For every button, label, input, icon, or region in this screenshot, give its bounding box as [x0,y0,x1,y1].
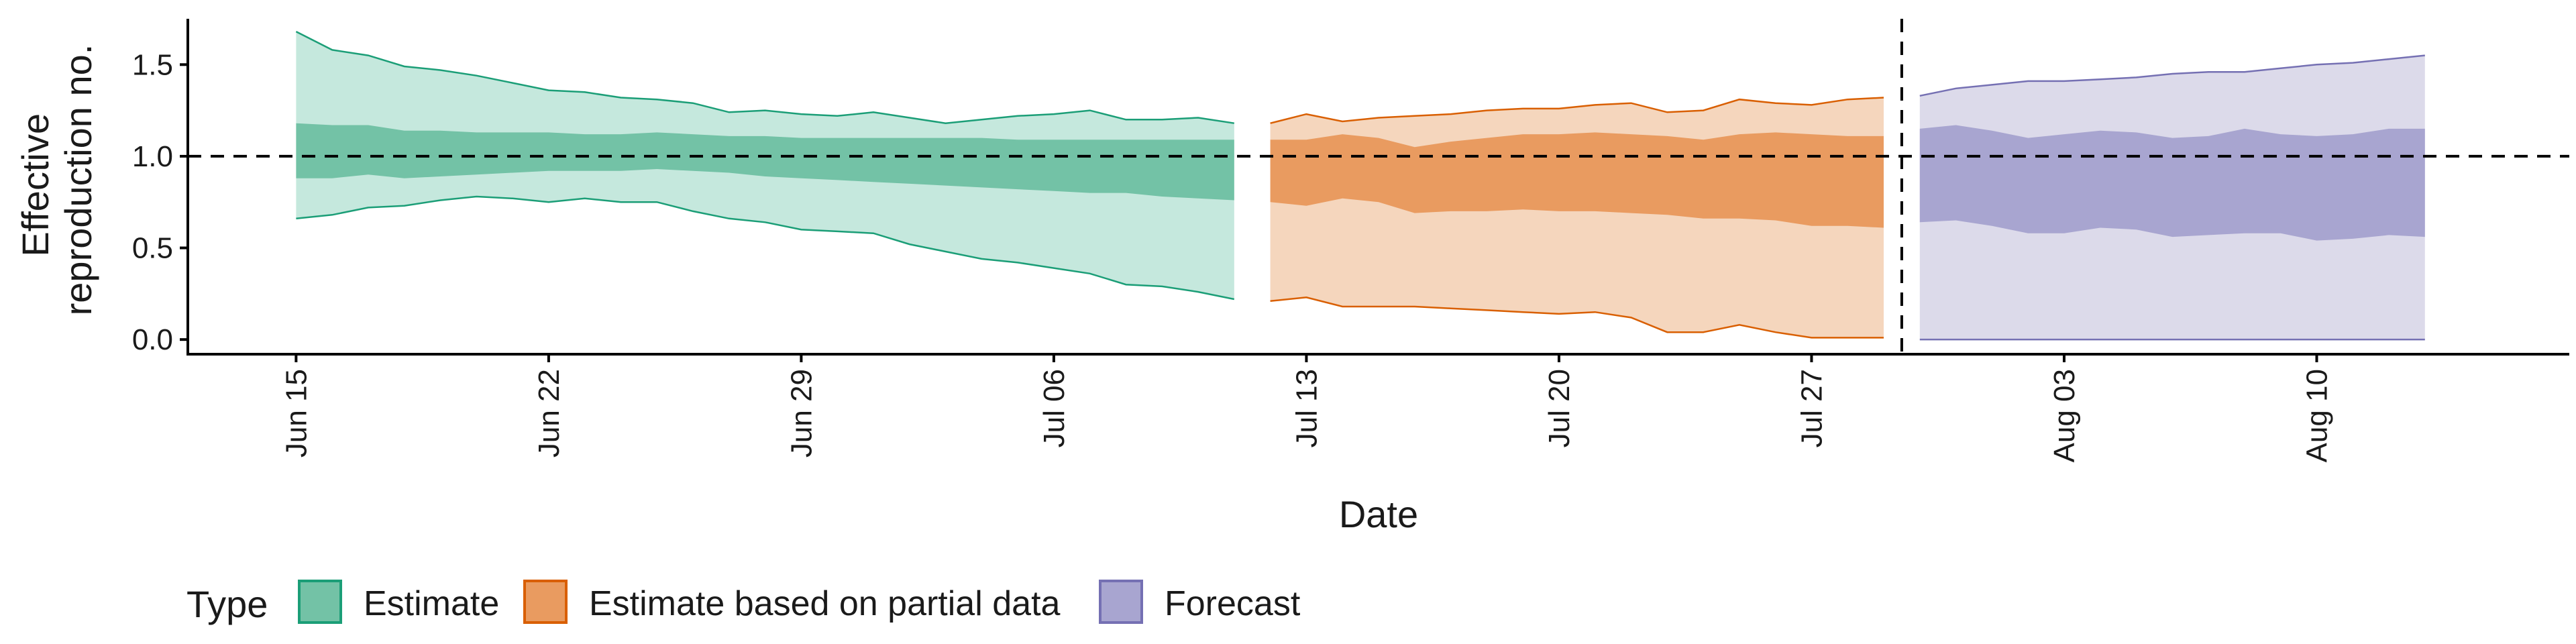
x-axis-title: Date [1339,493,1418,535]
legend-key-forecast [1099,580,1143,624]
partial-estimate-lower-edge [1270,297,1884,339]
legend-key-partial-estimate [523,580,568,624]
ribbon-bands [295,30,2425,341]
legend-item-forecast: Forecast [1099,580,1301,624]
estimate-upper-edge [295,30,1234,124]
partial-estimate-upper-edge [1270,97,1884,124]
y-axis-title: Effective reproduction no. [14,44,99,316]
x-axis-ticks: Jun 15 Jun 22 Jun 29 Jul 06 Jul 13 Jul 20 Jul … [280,354,2333,462]
legend: Type Estimate Estimate based on partial d… [186,580,1301,625]
x-tick-label: Aug 10 [2300,369,2333,462]
estimate-band-50 [296,123,1234,201]
x-tick-label: Jul 13 [1290,369,1323,447]
y-axis-ticks: 0.0 0.5 1.0 1.5 [132,48,188,356]
legend-items: Estimate Estimate based on partial data Fo… [298,580,1301,624]
estimate-lower-edge [296,195,1235,301]
legend-title: Type [186,583,268,625]
x-tick-label: Jun 29 [785,369,818,458]
y-tick-label: 0.5 [132,232,173,265]
y-tick-label: 1.5 [132,48,173,81]
legend-label-estimate: Estimate [364,584,499,623]
x-tick-label: Aug 03 [2048,369,2081,462]
legend-item-estimate: Estimate [298,580,499,624]
x-tick-label: Jul 20 [1543,369,1576,447]
y-tick-label: 1.0 [132,140,173,173]
legend-label-forecast: Forecast [1165,584,1301,623]
forecast-upper-edge [1919,54,2425,97]
plot-panel: 0.0 0.5 1.0 1.5 Jun 15 Jun 22 Jun 29 Jul 06 Jul… [132,19,2569,462]
x-tick-label: Jun 22 [533,369,566,458]
x-tick-label: Jul 06 [1038,369,1071,447]
legend-label-partial-estimate: Estimate based on partial data [589,584,1061,623]
legend-key-estimate [298,580,342,624]
y-axis-title-line-2: reproduction no. [57,44,99,316]
y-axis-title-line-1: Effective [14,113,56,257]
x-tick-label: Jul 27 [1795,369,1828,447]
y-tick-label: 0.0 [132,323,173,356]
x-tick-label: Jun 15 [280,369,313,458]
legend-item-partial-estimate: Estimate based on partial data [523,580,1061,624]
forecast-band-50 [1919,125,2425,241]
